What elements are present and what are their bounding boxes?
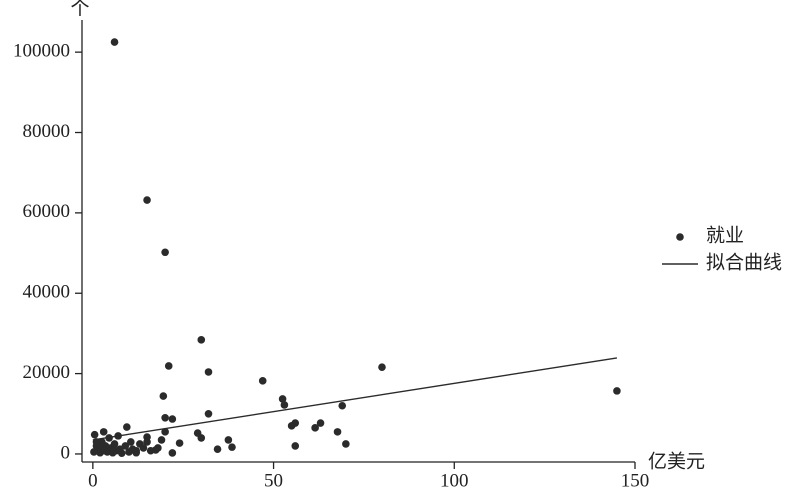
scatter-point <box>154 444 162 452</box>
scatter-point <box>342 440 350 448</box>
scatter-point <box>168 415 177 423</box>
scatter-point <box>333 428 342 436</box>
scatter-point <box>175 439 184 447</box>
scatter-point <box>90 448 98 456</box>
legend-label: 拟合曲线 <box>706 251 782 273</box>
scatter-point <box>311 424 319 432</box>
scatter-point <box>316 419 325 427</box>
scatter-point <box>161 414 169 422</box>
x-tick-label: 150 <box>621 470 650 491</box>
legend-label: 就业 <box>706 224 744 246</box>
scatter-point <box>278 395 287 403</box>
scatter-point <box>213 445 222 453</box>
y-tick-label: 100000 <box>13 41 70 62</box>
scatter-point <box>287 422 296 430</box>
scatter-point <box>139 444 148 452</box>
scatter-point <box>121 442 130 450</box>
scatter-point <box>99 428 108 436</box>
scatter-point <box>613 387 621 395</box>
x-tick-label: 100 <box>440 470 469 491</box>
scatter-point <box>197 434 206 442</box>
x-tick-label: 0 <box>88 470 98 491</box>
legend-marker <box>676 233 684 241</box>
y-tick-label: 20000 <box>23 362 71 383</box>
fit-line <box>92 357 618 441</box>
y-axis-label: 个 <box>70 0 89 19</box>
scatter-point <box>378 363 386 371</box>
scatter-point <box>132 448 141 457</box>
scatter-point <box>117 449 126 457</box>
scatter-point <box>143 196 151 204</box>
scatter-point <box>90 430 99 439</box>
y-tick-label: 60000 <box>23 201 71 222</box>
scatter-point <box>204 368 213 376</box>
scatter-point <box>204 409 213 418</box>
scatter-point <box>143 438 151 446</box>
scatter-point <box>228 443 236 451</box>
scatter-point <box>161 428 169 436</box>
y-tick-label: 40000 <box>23 282 71 303</box>
scatter-point <box>291 442 300 450</box>
scatter-point <box>164 362 173 370</box>
scatter-point <box>338 401 347 410</box>
scatter-point <box>99 446 108 455</box>
x-axis-label: 亿美元 <box>648 450 705 472</box>
scatter-point <box>168 449 177 457</box>
scatter-point <box>224 436 233 444</box>
x-tick-label: 50 <box>264 470 283 491</box>
scatter-point <box>123 423 131 431</box>
scatter-point <box>197 336 206 344</box>
scatter-point <box>157 436 166 444</box>
scatter-point <box>110 440 119 448</box>
scatter-point <box>258 377 267 385</box>
scatter-point <box>110 38 119 46</box>
scatter-point <box>146 446 155 455</box>
y-tick-label: 0 <box>61 442 71 463</box>
scatter-point <box>126 438 135 446</box>
scatter-point <box>161 248 169 257</box>
y-tick-label: 80000 <box>23 121 71 142</box>
scatter-point <box>159 392 168 400</box>
scatter-point <box>280 401 289 409</box>
